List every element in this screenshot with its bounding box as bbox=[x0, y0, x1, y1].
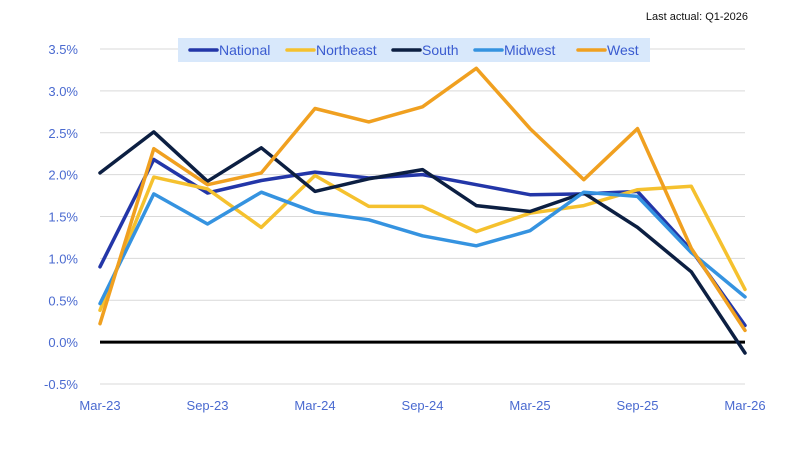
last-actual-note: Last actual: Q1-2026 bbox=[645, 11, 748, 23]
y-tick-label: 0.5% bbox=[48, 293, 78, 308]
series-line-northeast bbox=[98, 173, 747, 313]
y-tick-label: 3.5% bbox=[48, 42, 78, 57]
x-tick-label: Sep-24 bbox=[402, 398, 444, 413]
y-tick-label: 1.5% bbox=[48, 210, 78, 225]
x-tick-label: Mar-23 bbox=[79, 398, 120, 413]
series-line-south bbox=[98, 130, 747, 355]
y-tick-label: 2.0% bbox=[48, 168, 78, 183]
y-tick-label: 0.0% bbox=[48, 335, 78, 350]
x-tick-label: Mar-24 bbox=[294, 398, 335, 413]
legend-label-west: West bbox=[607, 42, 639, 58]
y-tick-label: 2.5% bbox=[48, 126, 78, 141]
x-tick-label: Sep-25 bbox=[617, 398, 659, 413]
series-line-midwest bbox=[98, 190, 747, 306]
legend-label-national: National bbox=[219, 42, 270, 58]
legend-label-northeast: Northeast bbox=[316, 42, 377, 58]
legend-label-midwest: Midwest bbox=[504, 42, 555, 58]
y-tick-label: 3.0% bbox=[48, 84, 78, 99]
legend: National Northeast South Midwest West bbox=[178, 38, 650, 62]
y-tick-label: -0.5% bbox=[44, 377, 78, 392]
x-tick-label: Mar-25 bbox=[509, 398, 550, 413]
x-tick-label: Mar-26 bbox=[724, 398, 765, 413]
y-tick-label: 1.0% bbox=[48, 251, 78, 266]
x-tick-label: Sep-23 bbox=[187, 398, 229, 413]
series-line-west bbox=[98, 66, 747, 333]
legend-label-south: South bbox=[422, 42, 459, 58]
